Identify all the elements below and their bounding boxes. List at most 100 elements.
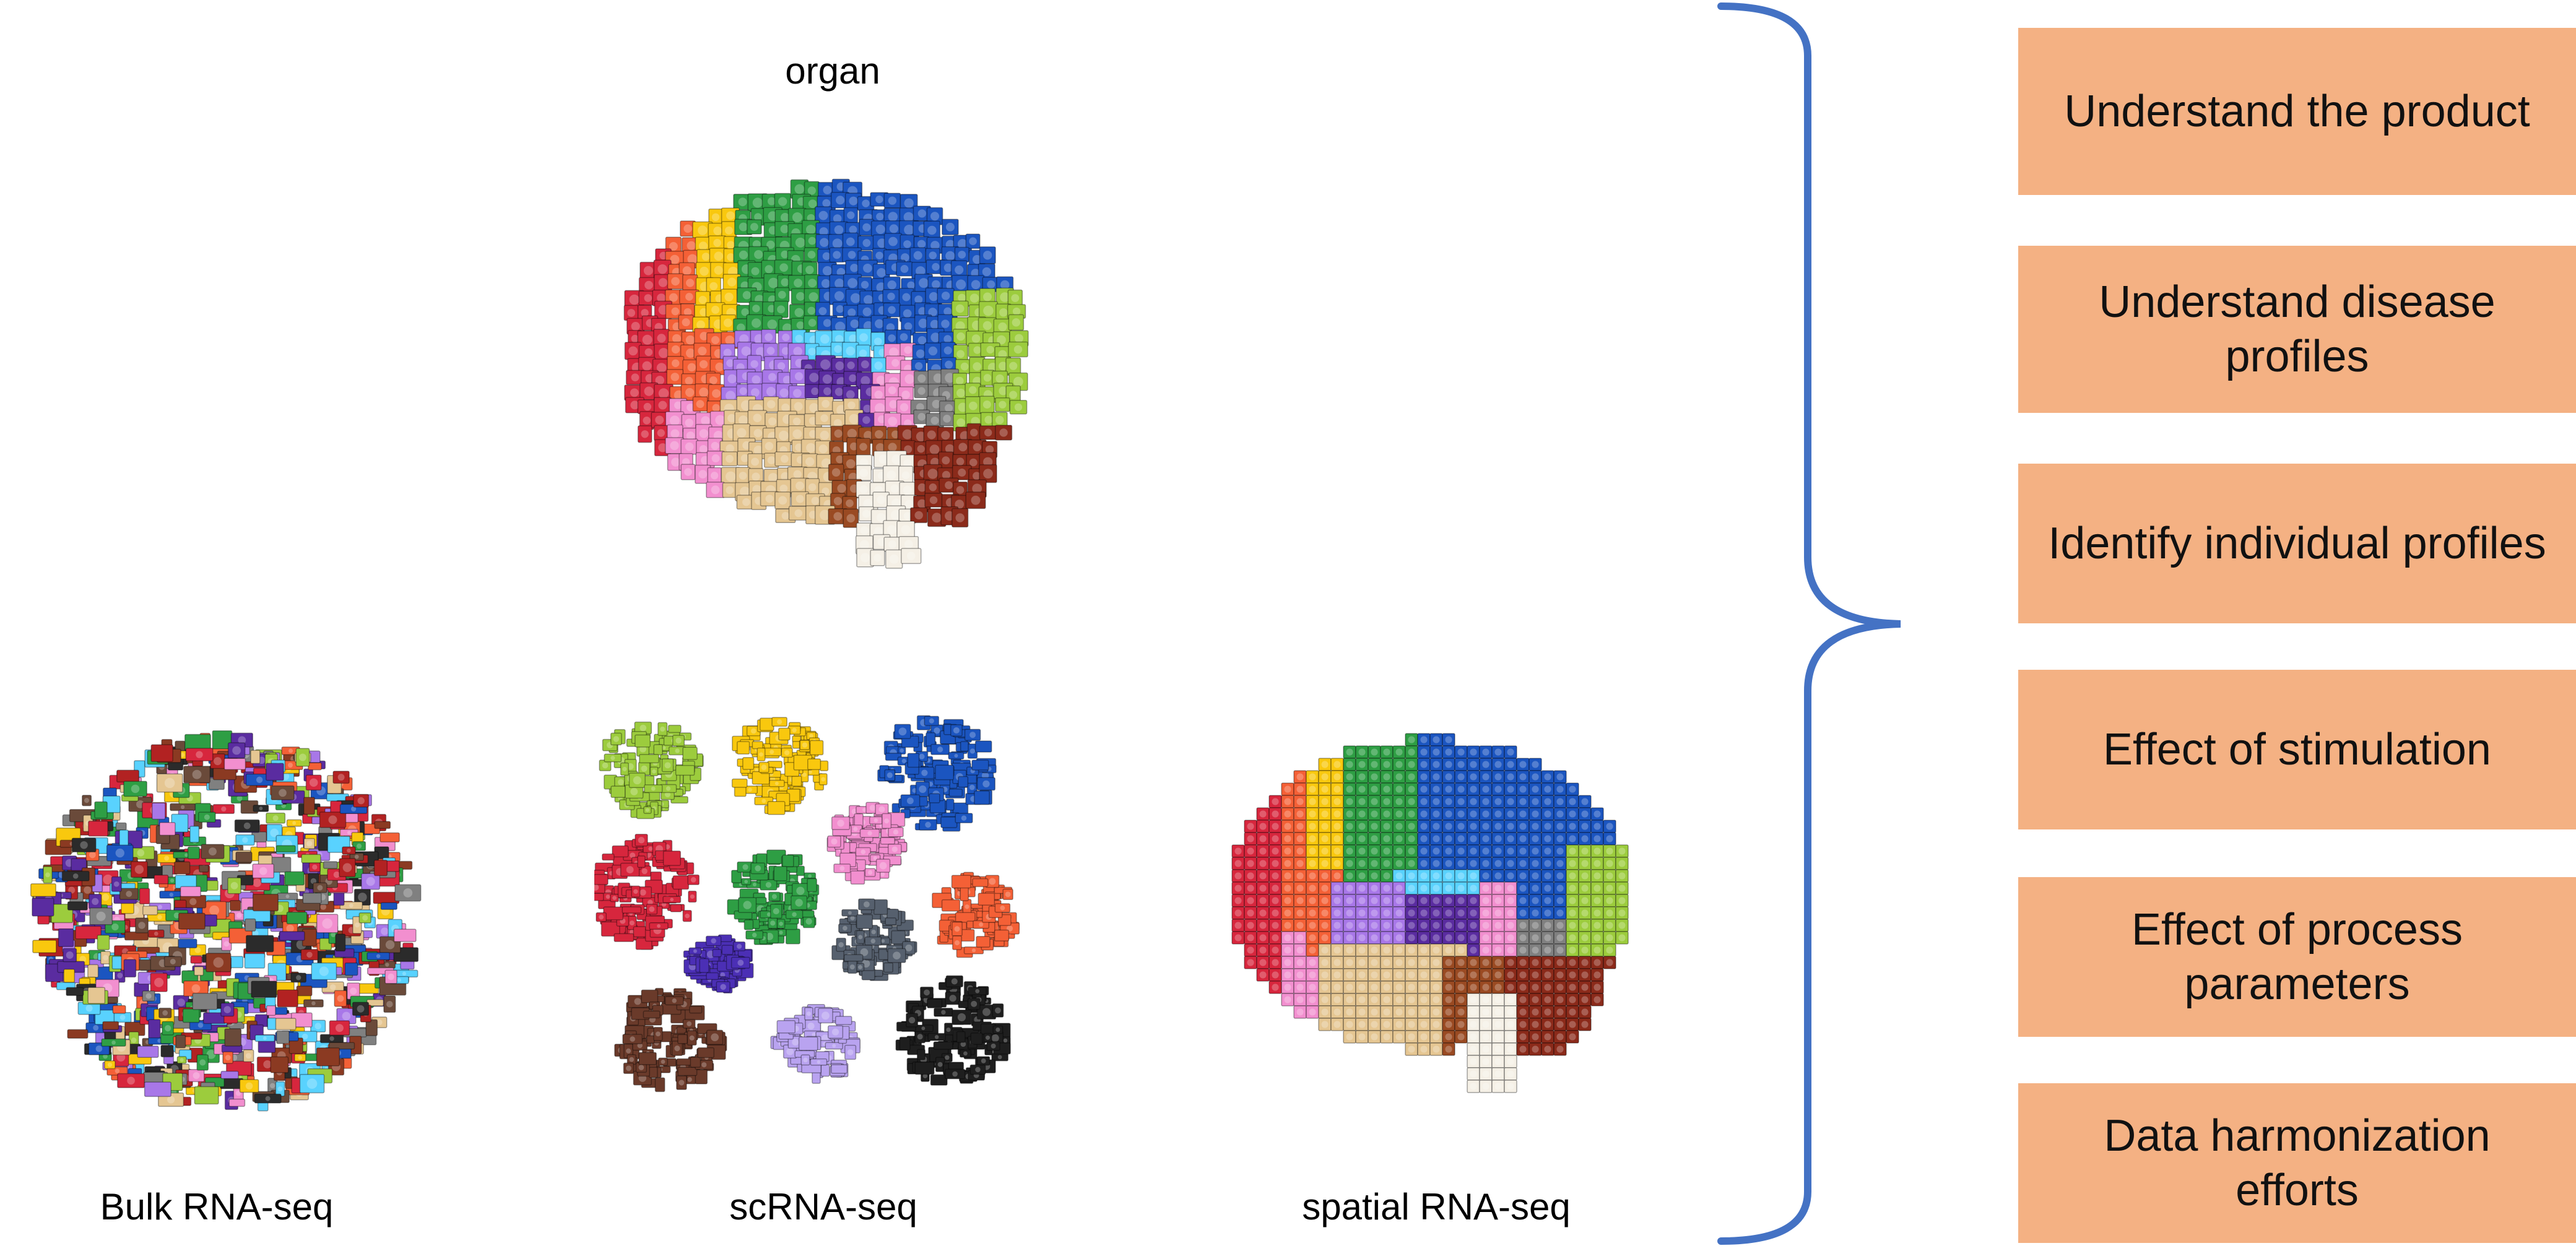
lego-stud <box>751 318 761 328</box>
lego-stud <box>126 891 132 898</box>
lego-stud <box>890 484 899 493</box>
lego-stud <box>265 1096 271 1101</box>
lego-stud <box>1618 909 1626 917</box>
lego-stud <box>612 896 617 900</box>
lego-stud <box>807 306 816 315</box>
lego-brick <box>254 1034 275 1042</box>
lego-stud <box>1618 872 1626 880</box>
lego-stud <box>311 1001 316 1006</box>
lego-stud <box>1519 810 1527 818</box>
lego-stud <box>818 307 827 316</box>
lego-stud <box>669 415 680 426</box>
lego-stud <box>766 400 776 409</box>
lego-brick <box>30 883 56 897</box>
lego-stud <box>162 1010 168 1016</box>
lego-stud <box>995 1027 1000 1032</box>
lego-brick <box>227 877 241 894</box>
lego-stud <box>309 778 318 787</box>
lego-stud <box>1358 872 1366 880</box>
lego-stud <box>1556 847 1564 855</box>
lego-stud <box>1346 823 1353 830</box>
lego-stud <box>1482 786 1490 793</box>
lego-stud <box>1594 909 1601 917</box>
lego-brick <box>142 905 158 916</box>
lego-brick <box>197 812 216 823</box>
lego-stud <box>862 808 867 812</box>
lego-stud <box>863 901 870 907</box>
lego-stud <box>180 805 185 809</box>
lego-stud <box>1507 798 1514 805</box>
lego-stud <box>1408 810 1415 818</box>
lego-brick <box>182 1008 200 1023</box>
lego-stud <box>1532 847 1539 855</box>
lego-stud <box>712 404 720 412</box>
lego-stud <box>848 251 856 259</box>
lego-stud <box>1494 748 1502 756</box>
lego-stud <box>861 280 869 289</box>
lego-brick <box>979 246 996 264</box>
lego-stud <box>122 948 129 955</box>
lego-stud <box>1408 761 1415 768</box>
lego-brick <box>178 938 197 949</box>
lego-brick <box>601 921 620 937</box>
lego-stud <box>767 319 778 330</box>
lego-stud <box>831 468 841 477</box>
lego-stud <box>223 941 230 947</box>
lego-stud <box>658 278 668 287</box>
lego-brick <box>339 858 356 878</box>
lego-brick <box>833 864 851 873</box>
lego-stud <box>641 765 648 772</box>
lego-brick <box>699 958 709 973</box>
lego-stud <box>1457 810 1465 818</box>
lego-stud <box>1408 835 1415 842</box>
lego-brick <box>277 989 298 1008</box>
lego-stud <box>342 1011 351 1021</box>
lego-stud <box>1544 909 1551 917</box>
lego-stud <box>671 359 680 368</box>
lego-stud <box>859 333 868 342</box>
lego-brick <box>275 1018 297 1031</box>
lego-stud <box>737 428 747 438</box>
lego-stud <box>1321 773 1329 781</box>
lego-brick <box>332 771 350 784</box>
lego-stud <box>1334 835 1341 842</box>
lego-brick <box>352 841 366 851</box>
lego-stud <box>351 806 357 812</box>
lego-stud <box>971 1000 978 1007</box>
lego-stud <box>836 196 845 205</box>
lego-stud <box>742 291 752 300</box>
lego-stud <box>888 236 898 246</box>
lego-stud <box>1569 835 1576 842</box>
lego-stud <box>900 748 904 753</box>
lego-brick <box>637 855 646 868</box>
lego-stud <box>862 307 872 316</box>
lego-stud <box>113 881 119 887</box>
lego-brick <box>688 890 697 903</box>
lego-brick <box>88 820 108 837</box>
lego-stud <box>809 430 817 438</box>
lego-stud <box>1272 835 1279 842</box>
lego-brick <box>620 862 640 877</box>
lego-brick <box>190 955 202 964</box>
lego-brick <box>661 758 674 773</box>
lego-stud <box>699 360 708 369</box>
lego-stud <box>793 470 802 478</box>
lego-stud <box>821 777 826 782</box>
lego-stud <box>304 889 310 894</box>
lego-stud <box>617 779 624 786</box>
lego-brick <box>623 1062 635 1075</box>
lego-stud <box>741 346 751 356</box>
lego-stud <box>954 753 958 758</box>
lego-stud <box>874 337 882 345</box>
lego-brick <box>63 948 77 963</box>
lego-stud <box>1569 823 1576 830</box>
lego-stud <box>945 373 955 383</box>
lego-stud <box>1457 835 1465 842</box>
lego-stud <box>884 818 890 824</box>
lego-stud <box>317 885 323 891</box>
lego-stud <box>1544 835 1551 842</box>
lego-stud <box>876 212 884 221</box>
lego-stud <box>860 948 869 956</box>
lego-stud <box>777 719 783 725</box>
lego-stud <box>298 1055 303 1060</box>
